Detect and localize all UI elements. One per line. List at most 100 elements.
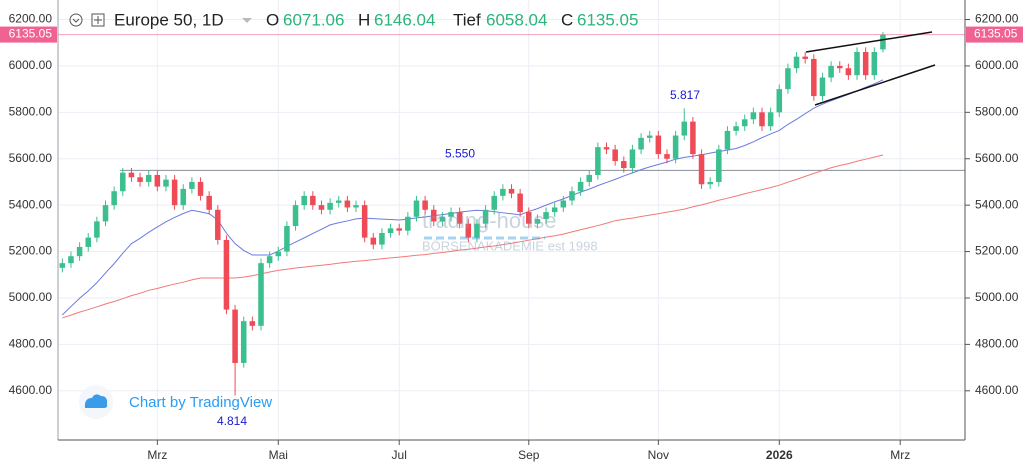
collapse-icon[interactable] xyxy=(69,13,83,27)
x-tick-label: 2026 xyxy=(766,448,793,462)
candle-body xyxy=(681,121,688,136)
level-label: 5.550 xyxy=(445,147,475,161)
ohlc-label: H xyxy=(358,10,370,29)
y-tick-label: 5400.00 xyxy=(975,197,1019,211)
candle-body xyxy=(836,65,843,69)
candle-body xyxy=(76,246,83,257)
candle-body xyxy=(560,200,567,208)
moving-average xyxy=(62,154,884,319)
candle-body xyxy=(672,135,679,159)
y-tick-label-left: 6000.00 xyxy=(9,58,53,72)
watermark-sub: BÖRSENAKADEMIE est 1998 xyxy=(422,238,598,253)
y-tick-label-left: 4800.00 xyxy=(9,337,53,351)
watermark: trading-house BÖRSENAKADEMIE est 1998 xyxy=(422,208,598,254)
y-tick-label: 5200.00 xyxy=(975,244,1019,258)
header: Europe 50, 1D O 6071.06 H 6146.04 Tief 6… xyxy=(69,10,638,29)
last-price-label-left: 6135.05 xyxy=(9,27,53,41)
candle-body xyxy=(361,205,368,238)
x-tick-label: Mai xyxy=(269,448,288,462)
candle-body xyxy=(223,239,230,310)
plot xyxy=(58,32,965,396)
candle-body xyxy=(370,237,377,245)
candle-body xyxy=(690,121,696,155)
candle-body xyxy=(793,56,800,69)
x-tick-label: Mrz xyxy=(147,448,167,462)
candle-body xyxy=(482,209,489,224)
symbol-caret[interactable] xyxy=(242,18,252,23)
candle-body xyxy=(621,161,627,169)
candle-body xyxy=(517,193,523,213)
ohlc-label: O xyxy=(266,10,279,29)
candle-body xyxy=(759,112,765,127)
candle-body xyxy=(543,212,549,220)
candle-body xyxy=(137,177,143,182)
candle-body xyxy=(707,181,713,185)
candle-body xyxy=(698,154,705,185)
candle-body xyxy=(802,56,808,59)
candle-body xyxy=(266,256,273,264)
candle-body xyxy=(750,112,757,120)
candle-body xyxy=(154,174,161,187)
candle-body xyxy=(439,216,446,222)
candle-body xyxy=(603,147,610,150)
candle-body xyxy=(163,179,169,187)
candle-body xyxy=(776,89,783,113)
credit-text[interactable]: Chart by TradingView xyxy=(129,394,272,411)
candle-body xyxy=(638,137,644,150)
candle-body xyxy=(284,226,290,252)
candle-body xyxy=(353,205,359,208)
candle-body xyxy=(94,221,100,238)
candle-body xyxy=(845,68,852,76)
candle-body xyxy=(508,188,515,194)
candle-body xyxy=(880,34,886,50)
ohlc-value: 6135.05 xyxy=(577,10,638,29)
credit[interactable]: Chart by TradingView xyxy=(79,385,272,419)
candle-body xyxy=(240,321,247,363)
candle-body xyxy=(456,212,463,224)
candle-body xyxy=(871,51,878,76)
candle-body xyxy=(854,51,860,76)
y-tick-label: 5600.00 xyxy=(975,151,1019,165)
candle-body xyxy=(664,154,670,159)
y-tick-label: 6200.00 xyxy=(975,12,1019,26)
candle-body xyxy=(379,232,385,245)
candle-body xyxy=(448,212,454,217)
last-price-badge xyxy=(966,26,1023,43)
y-tick-label: 5000.00 xyxy=(975,290,1019,304)
candle-body xyxy=(275,251,282,257)
y-tick-label-left: 5400.00 xyxy=(9,197,53,211)
ohlc-label: C xyxy=(561,10,573,29)
candle-body xyxy=(767,112,774,127)
x-tick-label: Sep xyxy=(518,448,540,462)
ohlc-label: Tief xyxy=(453,10,481,29)
candle-body xyxy=(102,205,109,222)
candle-body xyxy=(629,149,636,169)
candle-body xyxy=(206,195,212,210)
candle-body xyxy=(430,209,437,222)
x-tick-label: Nov xyxy=(648,448,669,462)
annotation: 4.814 xyxy=(217,414,247,428)
candle-body xyxy=(646,135,653,138)
candle-body xyxy=(396,228,402,231)
annotation: 5.817 xyxy=(670,88,700,102)
candle-body xyxy=(612,149,618,162)
symbol[interactable]: Europe 50, 1D xyxy=(114,10,224,29)
y-tick-label-left: 5600.00 xyxy=(9,151,53,165)
candle-body xyxy=(405,216,411,231)
candle-body xyxy=(327,202,333,210)
candle-body xyxy=(500,188,506,196)
candle-body xyxy=(474,223,480,238)
compare-icon[interactable] xyxy=(91,13,105,27)
candle-body xyxy=(811,58,817,97)
candle-body xyxy=(586,174,593,182)
candle-body xyxy=(655,135,662,155)
candle-body xyxy=(534,219,541,224)
candle-body xyxy=(551,207,558,213)
candle-body xyxy=(120,172,126,192)
last-price-badge-left xyxy=(0,26,57,43)
candle-body xyxy=(733,126,739,131)
candle-body xyxy=(128,172,135,178)
y-tick-label: 4600.00 xyxy=(975,383,1019,397)
ohlc-value: 6058.04 xyxy=(486,10,547,29)
